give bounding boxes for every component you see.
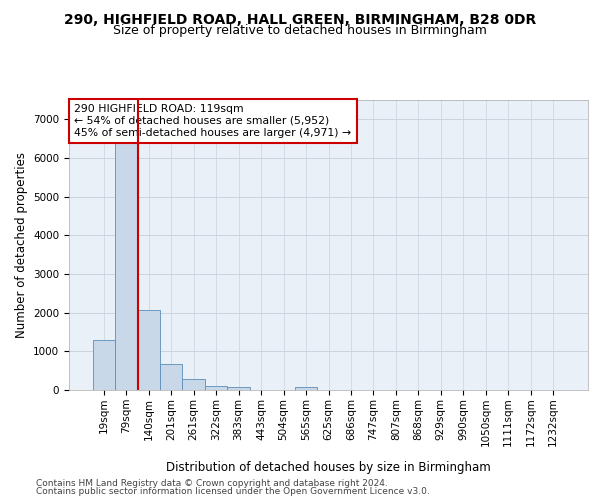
Bar	[92, 340, 115, 390]
Bar	[295, 388, 317, 390]
Bar	[227, 388, 250, 390]
Text: Distribution of detached houses by size in Birmingham: Distribution of detached houses by size …	[166, 461, 491, 474]
Text: Size of property relative to detached houses in Birmingham: Size of property relative to detached ho…	[113, 24, 487, 37]
Bar	[160, 364, 182, 390]
Text: Contains HM Land Registry data © Crown copyright and database right 2024.: Contains HM Land Registry data © Crown c…	[36, 478, 388, 488]
Text: 290 HIGHFIELD ROAD: 119sqm
← 54% of detached houses are smaller (5,952)
45% of s: 290 HIGHFIELD ROAD: 119sqm ← 54% of deta…	[74, 104, 352, 138]
Y-axis label: Number of detached properties: Number of detached properties	[14, 152, 28, 338]
Bar	[115, 136, 137, 390]
Text: 290, HIGHFIELD ROAD, HALL GREEN, BIRMINGHAM, B28 0DR: 290, HIGHFIELD ROAD, HALL GREEN, BIRMING…	[64, 12, 536, 26]
Text: Contains public sector information licensed under the Open Government Licence v3: Contains public sector information licen…	[36, 487, 430, 496]
Bar	[137, 310, 160, 390]
Bar	[182, 379, 205, 390]
Bar	[205, 386, 227, 390]
